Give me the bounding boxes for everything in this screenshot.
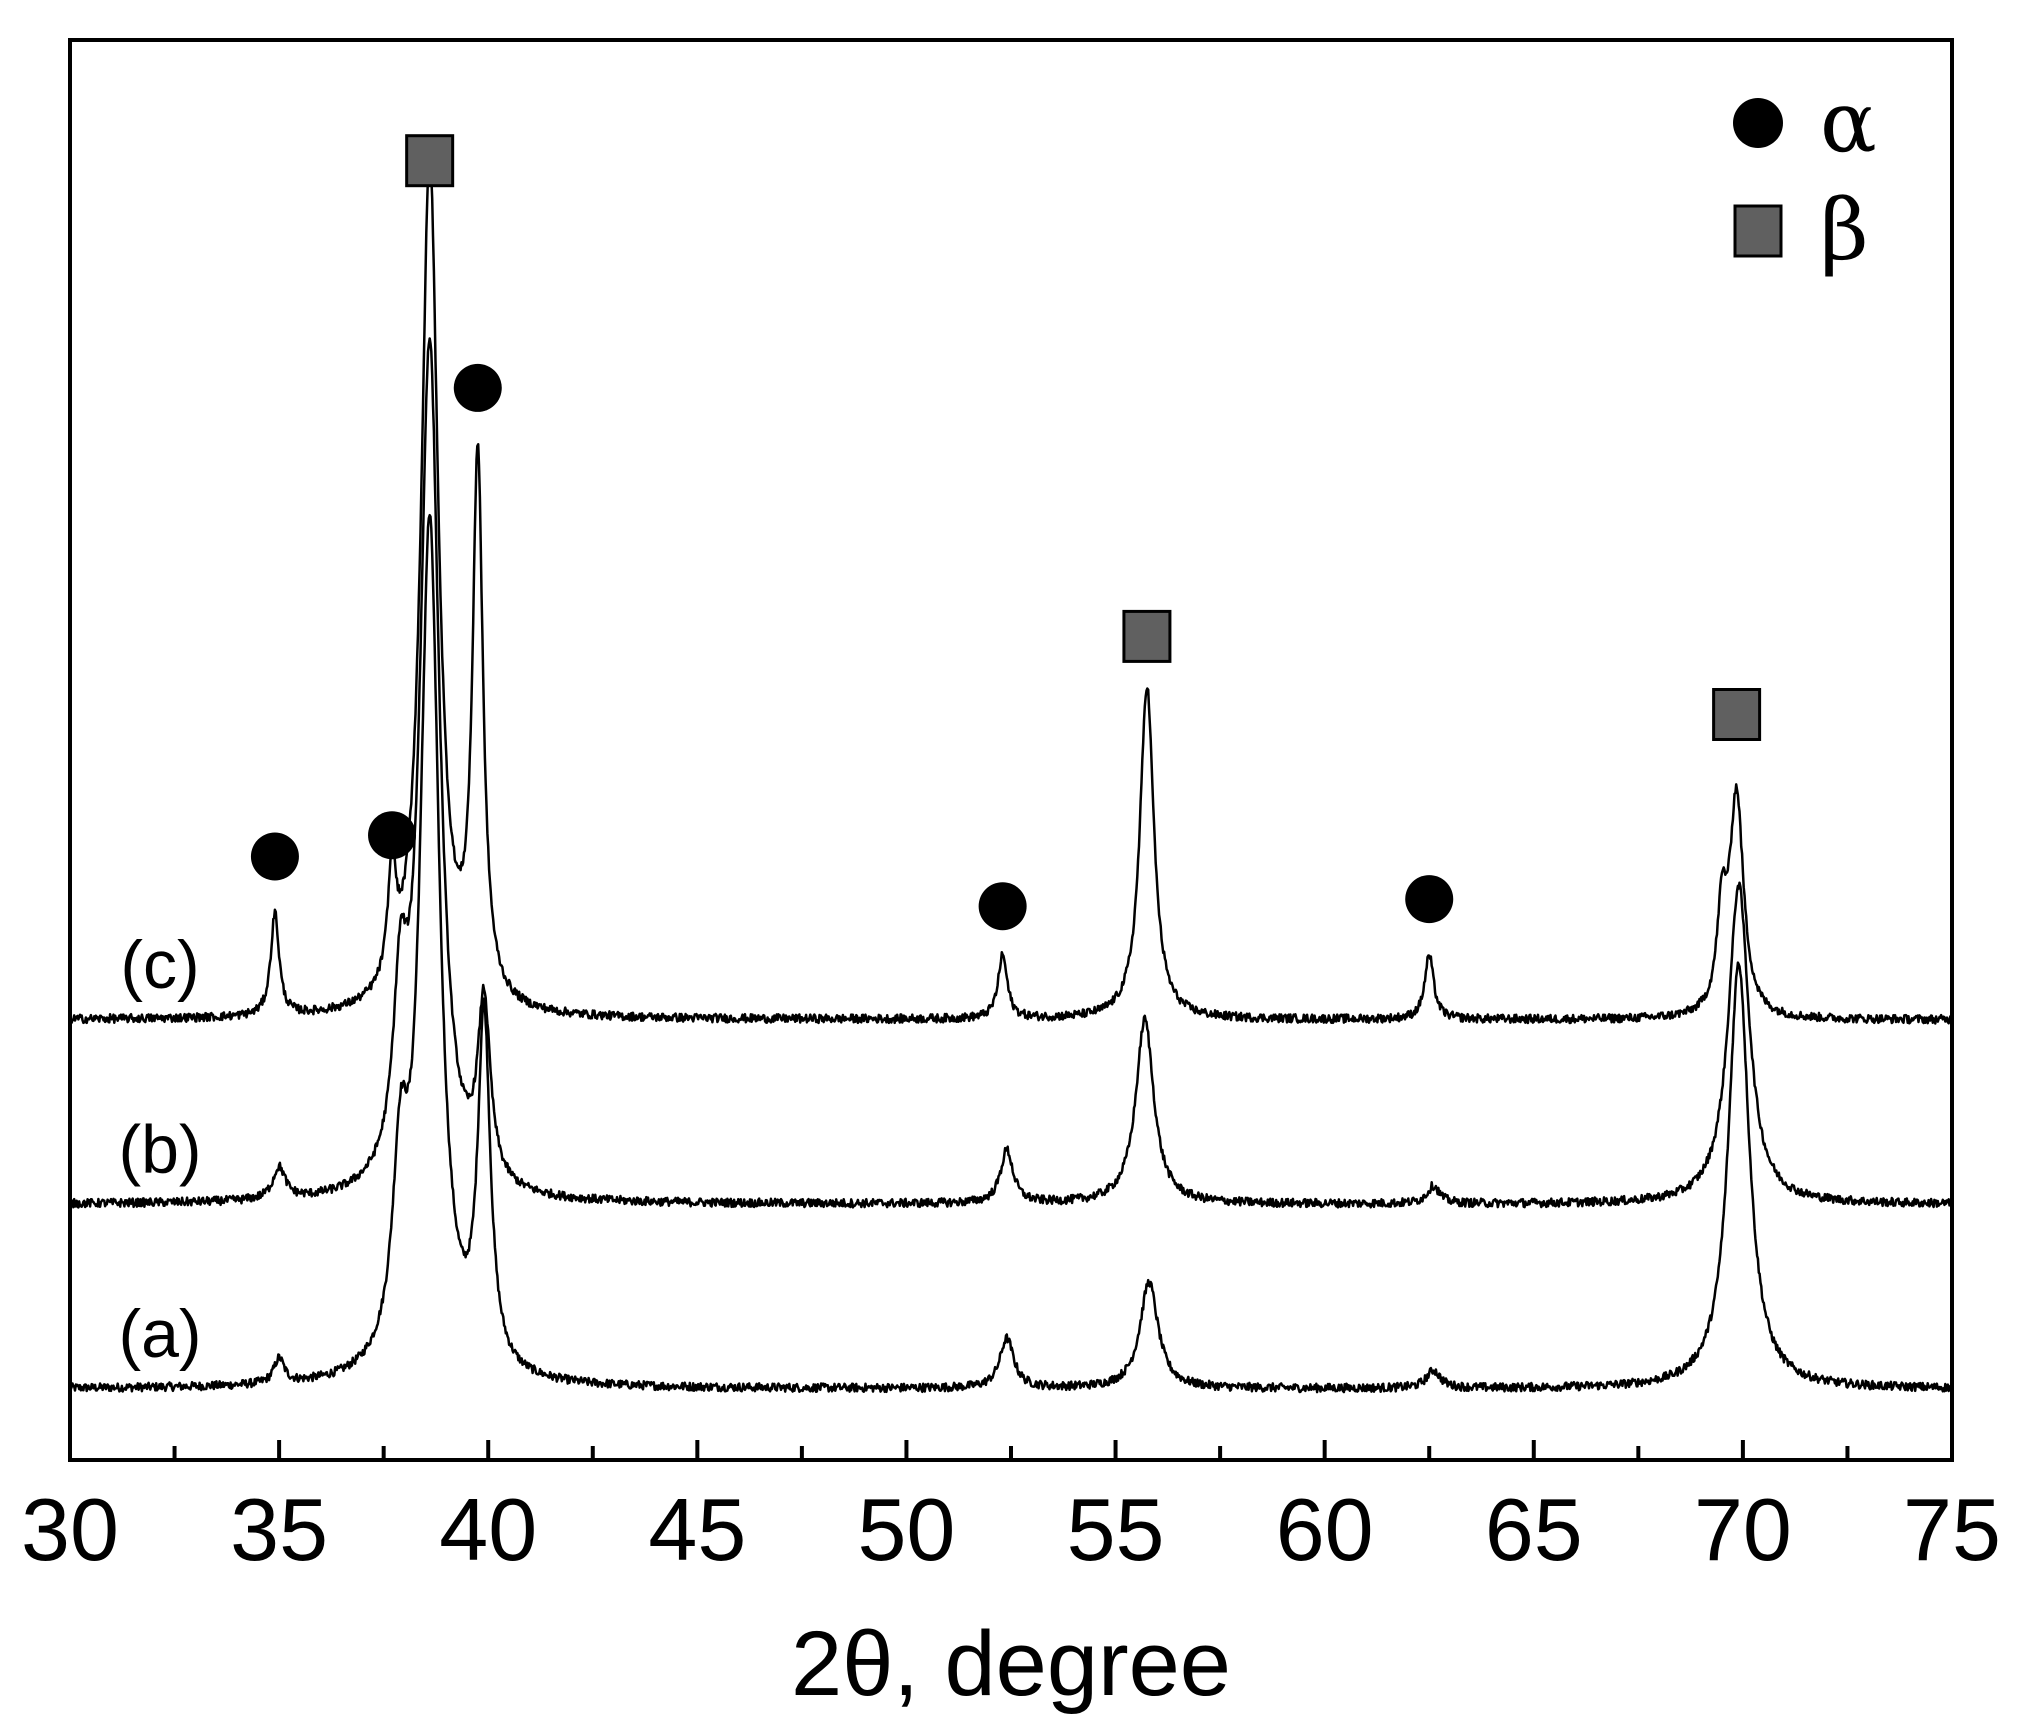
- alpha-phase-marker: [978, 882, 1027, 931]
- beta-phase-marker: [1122, 609, 1172, 663]
- alpha-phase-marker: [453, 363, 502, 412]
- legend: αβ: [1733, 73, 1877, 279]
- xrd-trace-b: [70, 337, 1952, 1209]
- x-axis-tick-labels: 30 35 40 45 50 55 60 65 70 75: [21, 1480, 2001, 1579]
- xrd-trace-c: [70, 156, 1952, 1025]
- series-labels: (a) (b) (c): [118, 927, 201, 1372]
- series-label-a: (a): [118, 1296, 201, 1372]
- legend-label-beta: β: [1820, 181, 1869, 279]
- x-tick-label-65: 65: [1485, 1480, 1583, 1579]
- x-tick-label-70: 70: [1694, 1480, 1792, 1579]
- legend-label-alpha: α: [1820, 73, 1877, 171]
- x-tick-label-55: 55: [1067, 1480, 1165, 1579]
- beta-phase-marker: [405, 134, 455, 188]
- legend-alpha-symbol: [1733, 98, 1783, 148]
- x-tick-label-45: 45: [648, 1480, 746, 1579]
- x-tick-label-35: 35: [230, 1480, 328, 1579]
- beta-phase-marker: [1712, 688, 1762, 741]
- alpha-phase-marker: [1405, 875, 1454, 924]
- traces-group: [70, 156, 1952, 1394]
- phase-markers-group: [250, 134, 1762, 931]
- alpha-phase-marker: [368, 811, 417, 860]
- alpha-phase-marker: [250, 832, 299, 881]
- x-tick-label-50: 50: [857, 1480, 955, 1579]
- x-tick-label-60: 60: [1276, 1480, 1374, 1579]
- x-axis-ticks: [68, 1440, 1954, 1460]
- x-tick-label-30: 30: [21, 1480, 119, 1579]
- x-tick-label-40: 40: [439, 1480, 537, 1579]
- x-axis-title: 2θ, degree: [791, 1613, 1231, 1715]
- x-tick-label-75: 75: [1903, 1480, 2001, 1579]
- series-label-c: (c): [120, 927, 199, 1003]
- legend-beta-symbol: [1733, 204, 1783, 258]
- plot-background: [70, 40, 1952, 1460]
- xrd-trace-a: [70, 513, 1952, 1394]
- series-label-b: (b): [118, 1111, 201, 1187]
